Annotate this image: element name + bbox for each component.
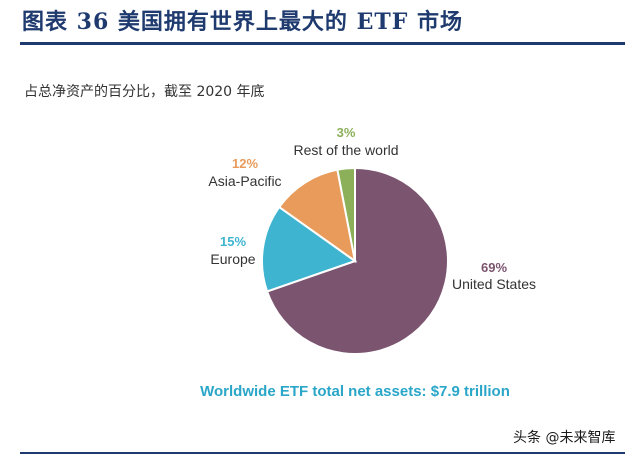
slice-label-asia-pacific: Asia-Pacific	[208, 173, 281, 189]
slice-pct-united-states: 69%	[481, 260, 507, 275]
bottom-rule	[20, 452, 625, 454]
figure-title: 图表 36 美国拥有世界上最大的 ETF 市场	[22, 9, 464, 35]
slice-united-states	[265, 166, 449, 355]
total-assets-annotation: Worldwide ETF total net assets: $7.9 tri…	[200, 383, 510, 400]
slice-asia-pacific	[277, 168, 357, 264]
slice-pct-asia-pacific: 12%	[232, 156, 258, 171]
slice-label-rest-of-world: Rest of the world	[293, 142, 398, 158]
slice-pct-rest-of-world: 3%	[337, 125, 356, 140]
pie-slices	[261, 166, 449, 355]
slice-label-europe: Europe	[210, 251, 255, 267]
slice-label-united-states: United States	[452, 276, 536, 292]
title-rule	[20, 42, 625, 45]
slice-pct-europe: 15%	[220, 234, 246, 249]
chart-subtitle: 占总净资产的百分比，截至 2020 年底	[24, 84, 265, 100]
slice-rest-of-world	[336, 166, 356, 262]
watermark: 头条 @未来智库	[510, 427, 619, 447]
slice-europe	[261, 205, 358, 293]
